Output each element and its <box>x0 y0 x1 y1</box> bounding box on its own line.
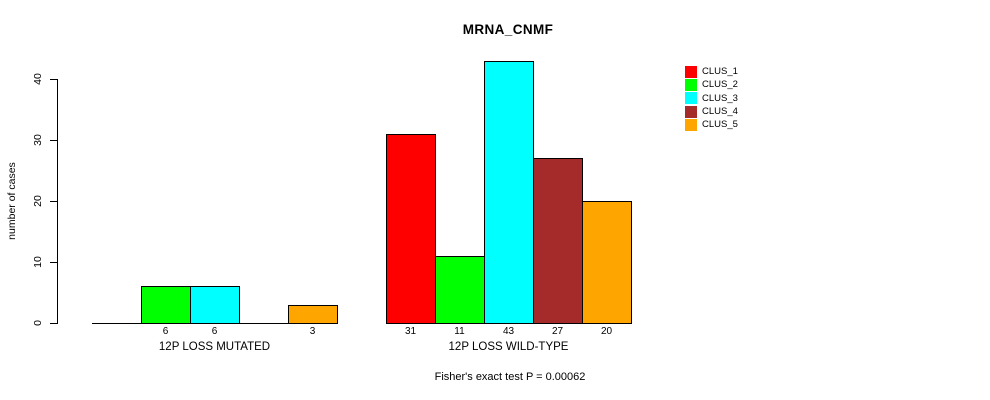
x-category-label: 12P LOSS MUTATED <box>158 341 271 353</box>
legend: CLUS_1 CLUS_2 CLUS_3 CLUS_4 CLUS_5 <box>685 65 738 131</box>
bar-value-label: 27 <box>551 326 564 337</box>
bar-CLUS_2-group1 <box>141 286 191 324</box>
y-axis-line <box>57 79 58 324</box>
zero-bar-CLUS_4-group1 <box>239 323 289 324</box>
bar-CLUS_1-group2 <box>386 133 436 324</box>
y-tick-label: 20 <box>32 195 44 207</box>
legend-item-CLUS_1: CLUS_1 <box>685 65 738 78</box>
bar-CLUS_4-group2 <box>533 158 583 324</box>
y-tick-label: 0 <box>32 320 44 326</box>
y-tick-label: 30 <box>32 134 44 146</box>
y-tick-mark <box>50 139 57 141</box>
legend-swatch-icon <box>685 65 697 78</box>
legend-label: CLUS_2 <box>702 79 738 91</box>
legend-swatch-icon <box>685 78 697 91</box>
bar-value-label: 31 <box>404 326 417 337</box>
bar-CLUS_3-group1 <box>190 286 240 324</box>
legend-item-CLUS_4: CLUS_4 <box>685 105 738 118</box>
legend-label: CLUS_4 <box>702 106 738 118</box>
y-tick-label: 10 <box>32 256 44 268</box>
bar-value-label: 20 <box>600 326 613 337</box>
bar-CLUS_2-group2 <box>435 255 485 324</box>
bar-CLUS_3-group2 <box>484 60 534 324</box>
legend-label: CLUS_5 <box>702 119 738 131</box>
chart-title: MRNA_CNMF <box>462 22 554 37</box>
y-tick-mark <box>50 322 57 324</box>
y-tick-label: 40 <box>32 73 44 85</box>
legend-item-CLUS_2: CLUS_2 <box>685 78 738 91</box>
legend-swatch-icon <box>685 105 697 118</box>
y-tick-mark <box>50 78 57 80</box>
bar-value-label: 43 <box>502 326 515 337</box>
y-tick-mark <box>50 261 57 263</box>
legend-swatch-icon <box>685 92 697 105</box>
legend-label: CLUS_3 <box>702 92 738 104</box>
bar-value-label: 11 <box>454 326 465 337</box>
bar-value-label: 3 <box>309 326 316 337</box>
bar-CLUS_5-group2 <box>582 201 632 324</box>
legend-item-CLUS_3: CLUS_3 <box>685 92 738 105</box>
bar-value-label: 6 <box>162 326 169 337</box>
bar-CLUS_5-group1 <box>288 304 338 324</box>
zero-bar-CLUS_1-group1 <box>92 323 142 324</box>
fisher-test-annotation: Fisher's exact test P = 0.00062 <box>434 371 586 383</box>
legend-swatch-icon <box>685 118 697 131</box>
legend-label: CLUS_1 <box>702 66 738 78</box>
legend-item-CLUS_5: CLUS_5 <box>685 118 738 131</box>
y-tick-mark <box>50 200 57 202</box>
bar-value-label: 6 <box>211 326 218 337</box>
x-category-label: 12P LOSS WILD-TYPE <box>448 341 569 353</box>
